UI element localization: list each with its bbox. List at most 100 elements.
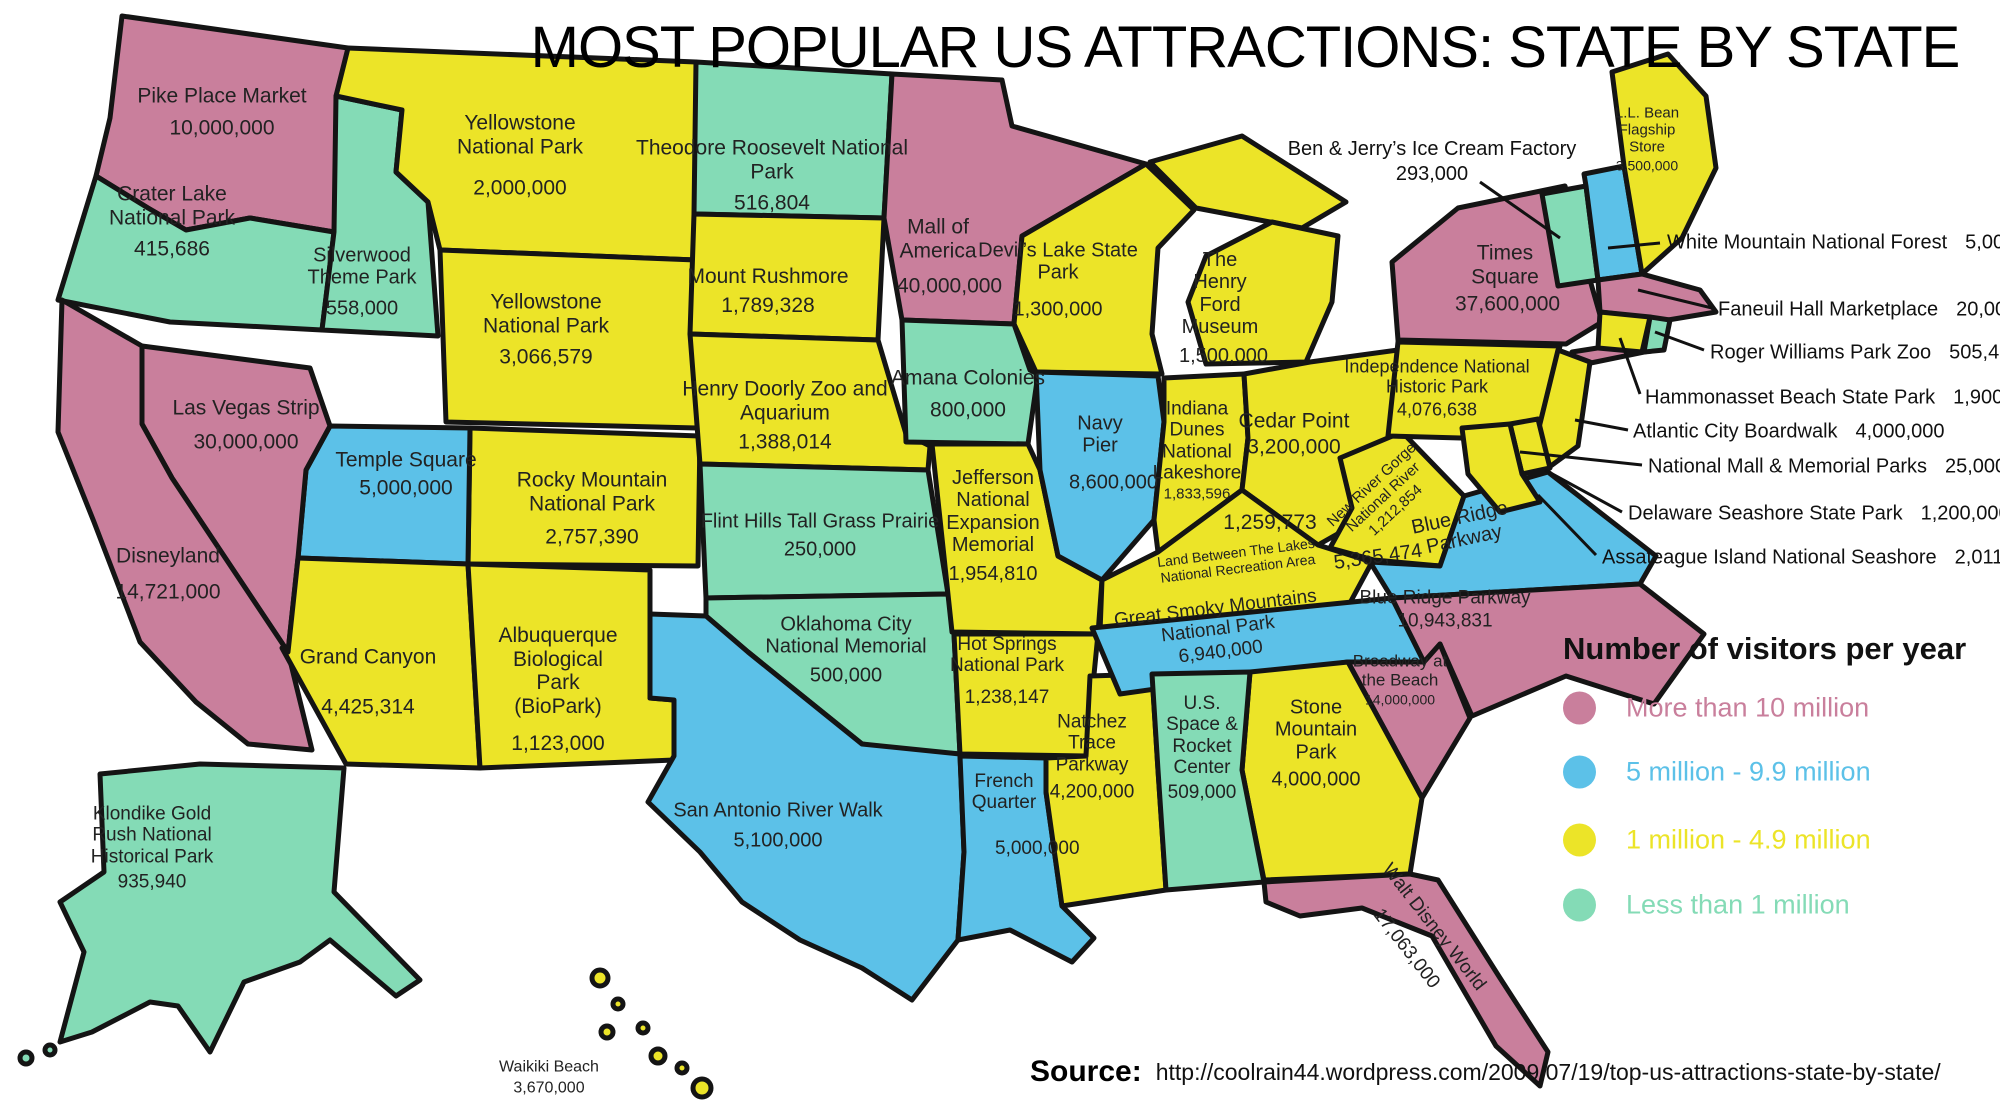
- callout-new-jersey: Atlantic City Boardwalk 4,000,000: [1633, 421, 1945, 444]
- label-wisconsin: Devil’s Lake State Park 1,300,000: [978, 239, 1138, 320]
- new-jersey-visitors: 4,000,000: [1855, 420, 1945, 443]
- label-maine: L.L. Bean Flagship Store 3,500,000: [1603, 105, 1691, 174]
- label-texas: San Antonio River Walk 5,100,000: [653, 800, 903, 853]
- national-mall-visitors: 25,000,000: [1944, 455, 2000, 478]
- hawaii-island-6: [674, 1060, 690, 1076]
- kentucky-visitors: 1,259,773: [1223, 511, 1317, 535]
- state-michigan-shape: [1185, 219, 1341, 367]
- label-new-mexico: Albuquerque Biological Park (BioPark) 1,1…: [491, 624, 626, 756]
- georgia-attraction: Stone Mountain Park: [1274, 696, 1358, 764]
- label-missouri: Jefferson National Expansion Memorial 1,9…: [937, 467, 1049, 585]
- label-georgia: Stone Mountain Park 4,000,000: [1267, 697, 1365, 792]
- label-pennsylvania: Independence National Historic Park 4,076…: [1340, 356, 1535, 419]
- new-york-attraction: Times Square: [1471, 241, 1539, 289]
- callout-line-national-mall: [1519, 450, 1643, 467]
- pennsylvania-attraction: Independence National Historic Park: [1344, 356, 1530, 397]
- state-maine-shape: [1609, 51, 1719, 277]
- label-new-york: Times Square 37,600,000: [1455, 241, 1560, 317]
- wyoming-visitors: 3,066,579: [499, 345, 593, 369]
- hawaii-visitors: 3,670,000: [513, 1079, 585, 1097]
- callout-line-new-hampshire: [1607, 241, 1661, 250]
- nebraska-visitors: 1,388,014: [738, 430, 832, 454]
- california-attraction: Disneyland: [116, 544, 220, 568]
- michigan-attraction: The Henry Ford Museum: [1181, 249, 1259, 339]
- michigan-visitors: 1,500,000: [1179, 344, 1268, 367]
- minnesota-visitors: 40,000,000: [897, 274, 1003, 298]
- north-dakota-visitors: 516,804: [734, 191, 810, 215]
- south-dakota-visitors: 1,789,328: [721, 293, 815, 317]
- rhode-island-attraction: Roger Williams Park Zoo: [1710, 341, 1932, 364]
- label-wyoming: Yellowstone National Park 3,066,579: [466, 291, 626, 370]
- alabama-visitors: 509,000: [1167, 781, 1237, 803]
- label-nebraska: Henry Doorly Zoo and Aquarium 1,388,014: [670, 378, 900, 455]
- label-arkansas: Hot Springs National Park 1,238,147: [940, 634, 1075, 708]
- arkansas-visitors: 1,238,147: [964, 686, 1050, 708]
- callout-rhode-island: Roger Williams Park Zoo 505,409: [1710, 342, 2000, 365]
- missouri-visitors: 1,954,810: [948, 562, 1038, 585]
- label-kentucky-visitors: 1,259,773: [1223, 511, 1316, 535]
- north-carolina-visitors: 10,943,831: [1397, 611, 1493, 632]
- callout-massachusetts: Faneuil Hall Marketplace 20,000,000: [1718, 299, 2000, 322]
- rhode-island-visitors: 505,409: [1949, 341, 2000, 364]
- source-label: Source:: [1030, 1055, 1142, 1088]
- legend-label: Less than 1 million: [1626, 889, 1850, 920]
- illinois-attraction: Navy Pier: [1077, 412, 1123, 457]
- alaska-visitors: 935,940: [117, 871, 187, 893]
- state-illinois-shape: [1033, 369, 1167, 583]
- mississippi-visitors: 4,200,000: [1049, 781, 1135, 803]
- utah-attraction: Temple Square: [335, 448, 477, 472]
- label-oregon: Crater Lake National Park 415,686: [82, 183, 262, 262]
- legend-item-5m-9m: 5 million - 9.9 million: [1563, 755, 1871, 789]
- label-north-carolina: Blue Ridge Parkway 10,943,831: [1340, 588, 1550, 633]
- callout-national-mall: National Mall & Memorial Parks 25,000,000: [1648, 456, 2000, 479]
- label-iowa: Amana Colonies 800,000: [848, 366, 1088, 421]
- label-michigan: The Henry Ford Museum 1,500,000: [1179, 249, 1268, 367]
- connecticut-visitors: 1,9000,000: [1953, 386, 2000, 409]
- louisiana-visitors: 5,000,000: [995, 837, 1080, 859]
- legend-swatch-yellow: [1563, 823, 1596, 857]
- label-louisiana: French Quarter 5,000,000: [961, 771, 1080, 859]
- nevada-attraction: Las Vegas Strip: [172, 396, 320, 420]
- label-north-dakota: Theodore Roosevelt National Park 516,804: [632, 137, 912, 216]
- callout-line-new-jersey: [1574, 418, 1629, 432]
- maine-visitors: 3,500,000: [1615, 157, 1679, 174]
- legend-swatch-teal: [1563, 888, 1596, 922]
- washington-visitors: 10,000,000: [169, 116, 275, 139]
- maryland-attraction: Assateague Island National Seashore: [1602, 546, 1937, 569]
- texas-visitors: 5,100,000: [733, 830, 823, 852]
- indiana-visitors: 1,833,596: [1163, 485, 1231, 503]
- new-hampshire-attraction: White Mountain National Forest: [1667, 231, 1948, 254]
- pennsylvania-visitors: 4,076,638: [1396, 399, 1478, 420]
- page-title: MOST POPULAR US ATTRACTIONS: STATE BY ST…: [530, 15, 1961, 80]
- iowa-attraction: Amana Colonies: [890, 366, 1046, 390]
- label-mississippi: Natchez Trace Parkway 4,200,000: [1047, 711, 1137, 802]
- legend-item-more-than-10m: More than 10 million: [1563, 691, 1869, 725]
- washington-attraction: Pike Place Market: [137, 84, 307, 108]
- montana-attraction: Yellowstone National Park: [456, 111, 584, 159]
- legend-item-less-than-1m: Less than 1 million: [1563, 888, 1850, 922]
- hawaii-attraction: Waikiki Beach: [499, 1058, 599, 1076]
- alaska-aleutian-island-1: [17, 1049, 35, 1067]
- callout-line-vermont: [1479, 180, 1561, 240]
- mississippi-attraction: Natchez Trace Parkway: [1055, 711, 1129, 775]
- south-dakota-attraction: Mount Rushmore: [687, 264, 849, 288]
- vermont-attraction: Ben & Jerry’s Ice Cream Factory: [1287, 138, 1577, 160]
- label-arizona: Grand Canyon 4,425,314: [288, 645, 448, 718]
- arizona-attraction: Grand Canyon: [299, 645, 437, 669]
- massachusetts-visitors: 20,000,000: [1956, 298, 2000, 321]
- state-rhode-island-shape: [1641, 314, 1673, 355]
- legend-item-1m-4m: 1 million - 4.9 million: [1563, 823, 1871, 857]
- callout-line-massachusetts: [1637, 288, 1713, 310]
- delaware-attraction: Delaware Seashore State Park: [1628, 502, 1903, 525]
- label-south-carolina: Broadway at the Beach 14,000,000: [1344, 652, 1456, 709]
- legend-swatch-pink: [1563, 691, 1596, 725]
- legend-label: 1 million - 4.9 million: [1626, 824, 1871, 855]
- callout-line-rhode-island: [1654, 330, 1705, 352]
- delaware-visitors: 1,200,000: [1920, 502, 2000, 525]
- iowa-visitors: 800,000: [930, 398, 1006, 421]
- legend-title: Number of visitors per year: [1563, 631, 1967, 666]
- callout-delaware: Delaware Seashore State Park 1,200,000: [1628, 503, 2000, 526]
- label-idaho: Silverwood Theme Park 558,000: [297, 244, 427, 319]
